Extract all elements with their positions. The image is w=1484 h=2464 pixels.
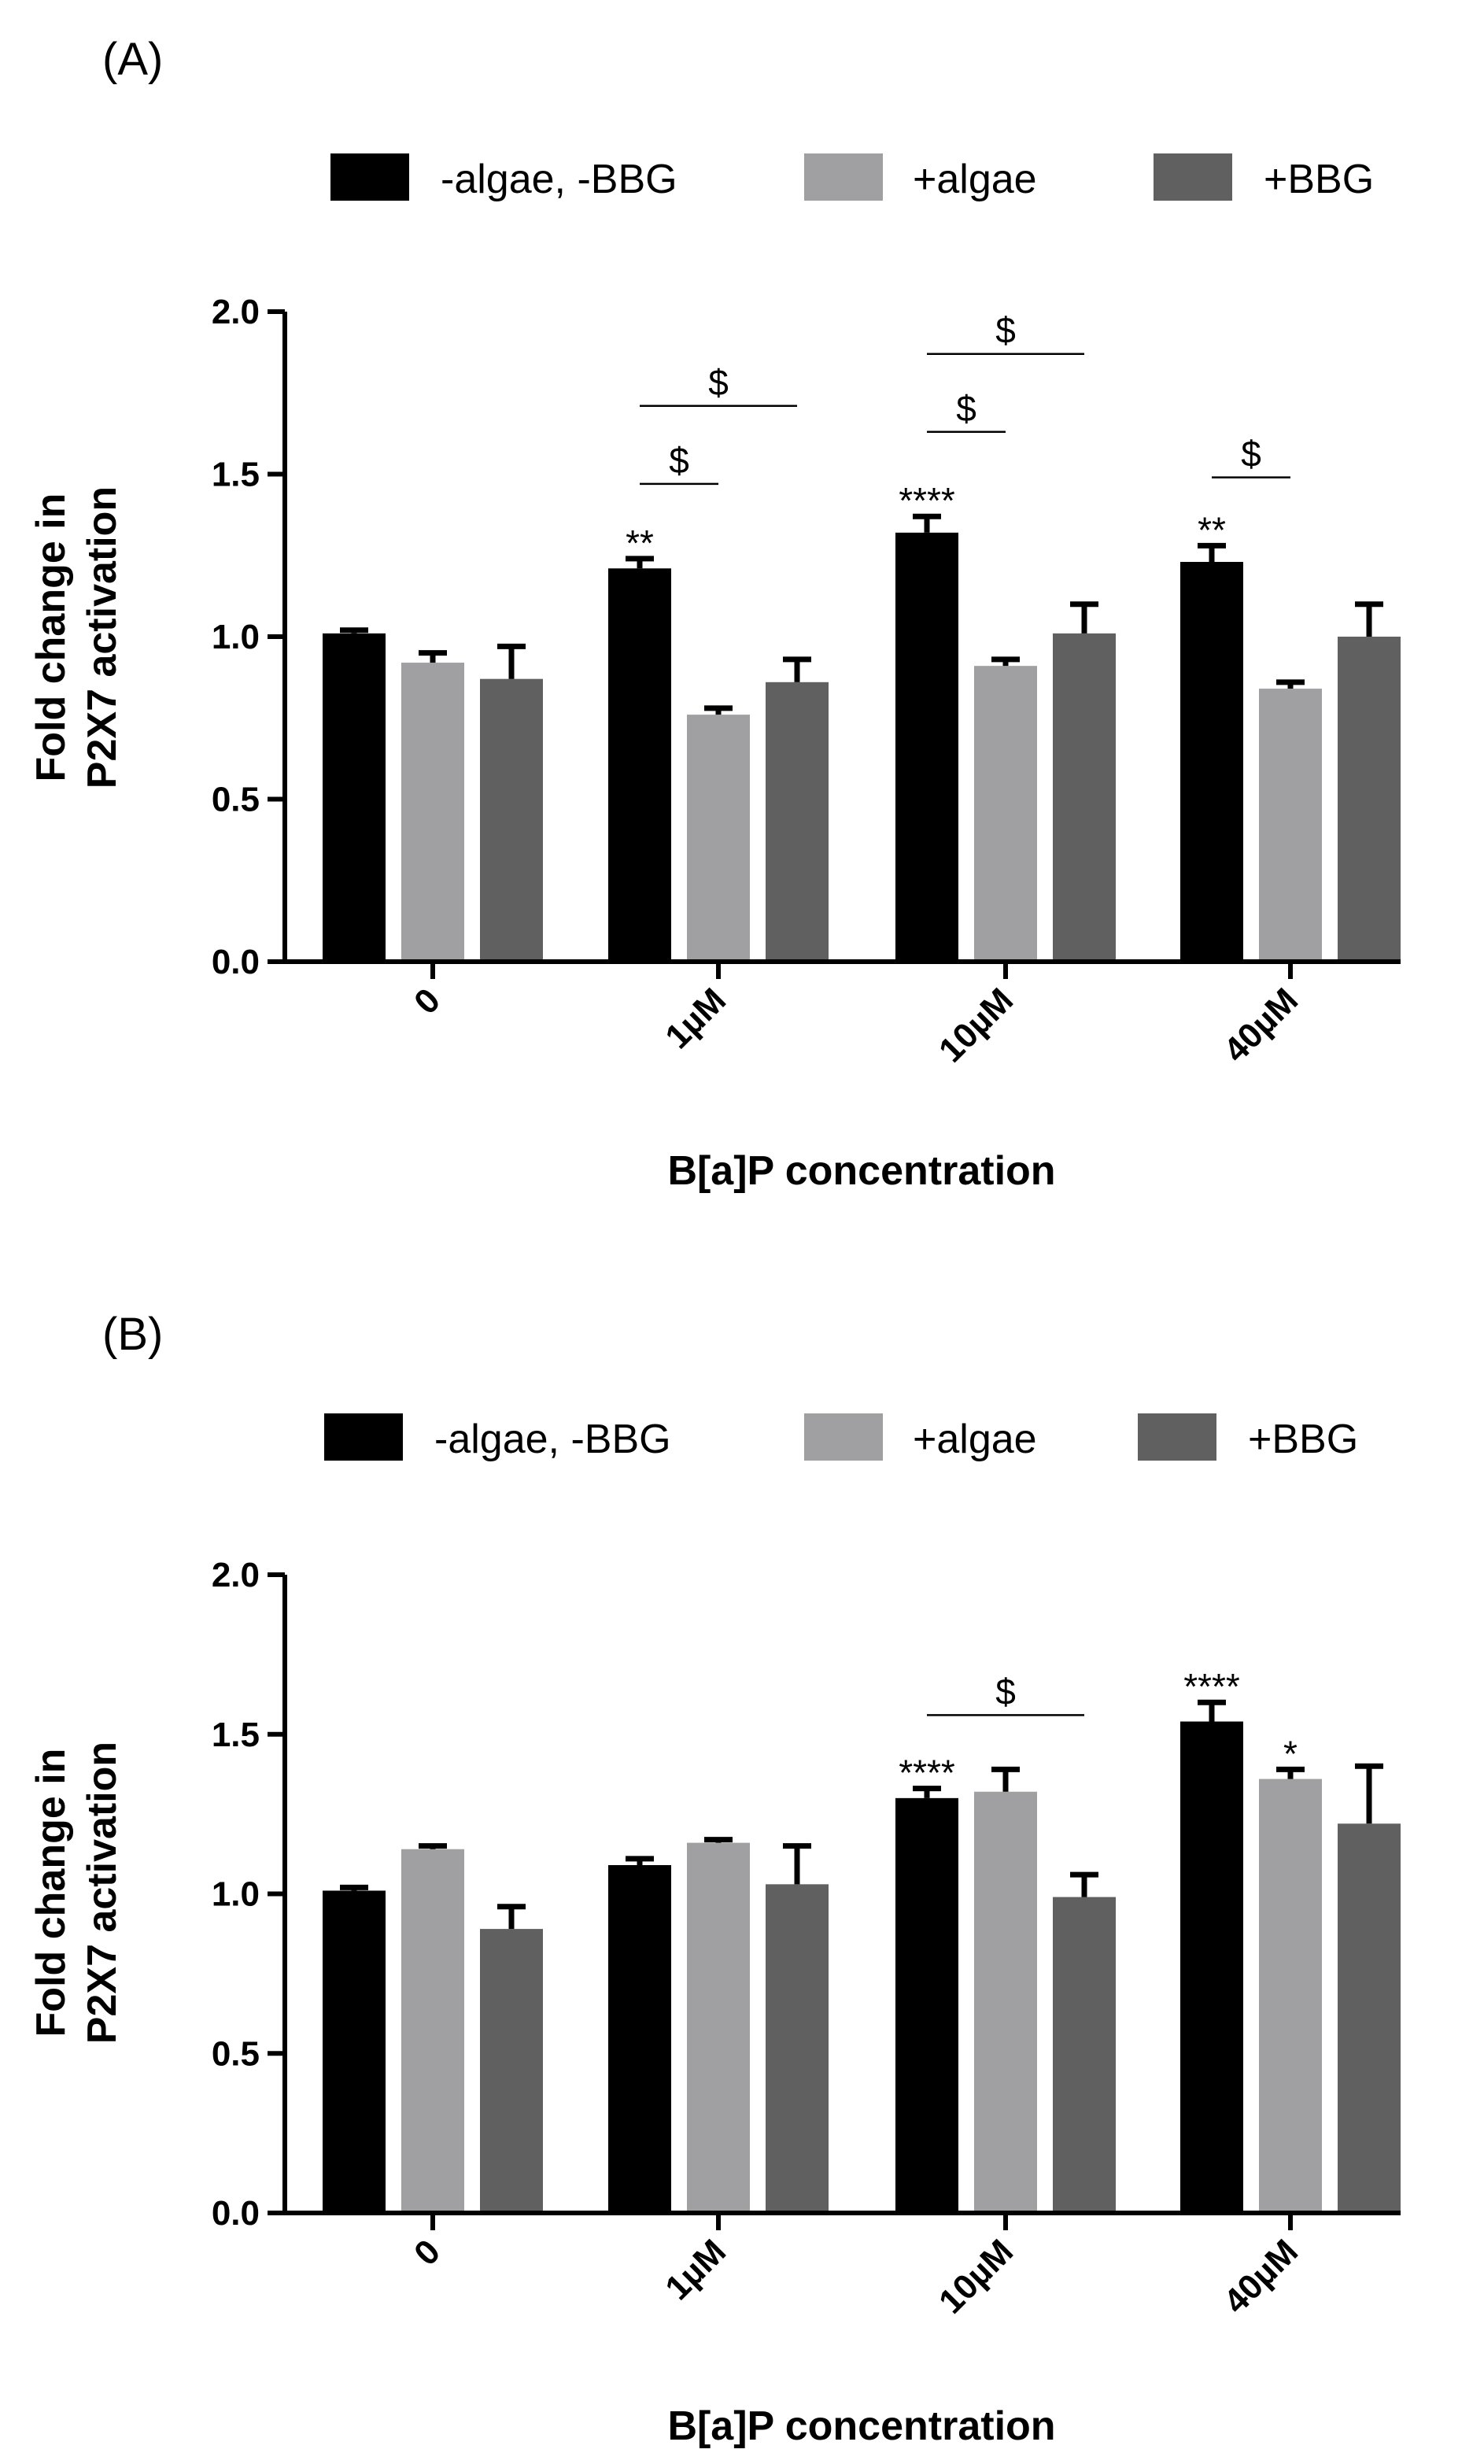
legend-label-b-2: +BBG <box>1248 1417 1358 1462</box>
legend-swatch-b-0 <box>324 1413 403 1461</box>
bar-b-s2-c1 <box>766 1884 829 2213</box>
significance-star-b-0: **** <box>899 1753 955 1794</box>
panel-b-label: (B) <box>102 1309 163 1360</box>
x-axis-title-a: B[a]P concentration <box>667 1148 1055 1194</box>
y-tick-label-a-0: 0.0 <box>212 943 260 981</box>
y-tick-label-a-4: 2.0 <box>212 293 260 331</box>
bracket-label-a-2: $ <box>956 388 976 429</box>
bar-b-s1-c3 <box>1259 1779 1322 2213</box>
y-tick-label-b-4: 2.0 <box>212 1556 260 1594</box>
bar-a-s2-c0 <box>480 678 543 962</box>
bar-b-s2-c3 <box>1338 1823 1401 2213</box>
x-tick-label-b-0: 0 <box>407 2232 448 2273</box>
panel-a: (A) -algae, -BBG +algae +BBG 0.0 0.5 1.0 1.… <box>28 34 1401 1194</box>
bar-b-s0-c2 <box>895 1797 958 2213</box>
y-axis-title-b-line1: Fold change in <box>28 1749 74 2037</box>
legend-label-a-1: +algae <box>913 157 1037 202</box>
y-tick-label-b-1: 0.5 <box>212 2034 260 2073</box>
y-tick-label-b-0: 0.0 <box>212 2194 260 2233</box>
x-tick-label-a-3: 40µM <box>1216 981 1305 1069</box>
bar-a-s1-c1 <box>687 715 750 962</box>
bar-a-s0-c0 <box>323 633 386 962</box>
significance-star-b-1: **** <box>1183 1666 1240 1707</box>
bar-a-s1-c0 <box>401 663 464 962</box>
bracket-label-a-4: $ <box>1241 434 1261 475</box>
legend-label-b-0: -algae, -BBG <box>434 1417 671 1462</box>
x-tick-label-b-3: 40µM <box>1216 2232 1305 2321</box>
significance-star-a-1: **** <box>899 480 955 521</box>
y-axis-title-b-line2: P2X7 activation <box>79 1742 125 2044</box>
bar-b-s1-c2 <box>974 1791 1037 2213</box>
bar-a-s1-c3 <box>1259 689 1322 962</box>
bar-a-s1-c2 <box>974 666 1037 962</box>
panel-a-ylabel: Fold change in P2X7 activation <box>28 486 125 789</box>
y-axis-title-a-line2: P2X7 activation <box>79 486 125 789</box>
bar-b-s1-c0 <box>401 1849 464 2213</box>
x-tick-label-a-1: 1µM <box>658 981 733 1056</box>
bar-b-s0-c3 <box>1180 1721 1243 2213</box>
legend-swatch-b-1 <box>804 1413 883 1461</box>
bar-a-s0-c2 <box>895 532 958 962</box>
panel-a-label: (A) <box>102 34 163 85</box>
legend-swatch-a-1 <box>804 153 883 201</box>
legend-label-a-0: -algae, -BBG <box>441 157 677 202</box>
bracket-label-b-0: $ <box>995 1671 1016 1712</box>
panel-b: (B) -algae, -BBG +algae +BBG 0.0 0.5 1.0 1.… <box>28 1309 1401 2449</box>
legend-swatch-b-2 <box>1138 1413 1216 1461</box>
x-tick-label-b-1: 1µM <box>658 2232 733 2307</box>
bar-b-s1-c1 <box>687 1842 750 2213</box>
y-axis-title-a-line1: Fold change in <box>28 493 74 782</box>
legend-swatch-a-2 <box>1154 153 1232 201</box>
y-tick-label-a-1: 0.5 <box>212 781 260 819</box>
y-tick-label-a-2: 1.0 <box>212 618 260 656</box>
bar-b-s0-c0 <box>323 1890 386 2213</box>
x-tick-label-a-0: 0 <box>407 981 448 1021</box>
bar-b-s0-c1 <box>608 1865 671 2213</box>
bar-a-s2-c3 <box>1338 637 1401 962</box>
panel-b-ylabel: Fold change in P2X7 activation <box>28 1742 125 2044</box>
y-tick-label-a-3: 1.5 <box>212 456 260 494</box>
y-tick-label-b-3: 1.5 <box>212 1716 260 1754</box>
bracket-label-a-0: $ <box>669 440 689 481</box>
x-axis-title-b: B[a]P concentration <box>667 2403 1055 2449</box>
significance-star-b-2: * <box>1283 1733 1298 1774</box>
panel-b-legend: -algae, -BBG +algae +BBG <box>324 1413 1358 1462</box>
legend-swatch-a-0 <box>330 153 409 201</box>
panel-a-plot: 0.00.51.01.52.00 1µM 10µM 40µM********$$$$$ <box>212 293 1401 1070</box>
significance-star-a-0: ** <box>626 523 654 563</box>
x-tick-label-a-2: 10µM <box>932 981 1021 1069</box>
bar-b-s2-c2 <box>1053 1897 1116 2213</box>
legend-label-b-1: +algae <box>913 1417 1037 1462</box>
bracket-label-a-3: $ <box>995 310 1016 351</box>
panel-a-legend: -algae, -BBG +algae +BBG <box>330 153 1374 202</box>
bracket-label-a-1: $ <box>708 362 729 403</box>
bar-a-s2-c1 <box>766 682 829 962</box>
bar-a-s0-c1 <box>608 568 671 962</box>
significance-star-a-2: ** <box>1198 509 1226 550</box>
bar-b-s2-c0 <box>480 1929 543 2213</box>
legend-label-a-2: +BBG <box>1264 157 1374 202</box>
panel-b-plot: 0.00.51.01.52.00 1µM 10µM 40µM*********$ <box>212 1556 1401 2322</box>
bar-a-s0-c3 <box>1180 562 1243 962</box>
bar-a-s2-c2 <box>1053 633 1116 962</box>
y-tick-label-b-2: 1.0 <box>212 1875 260 1914</box>
x-tick-label-b-2: 10µM <box>932 2232 1021 2321</box>
